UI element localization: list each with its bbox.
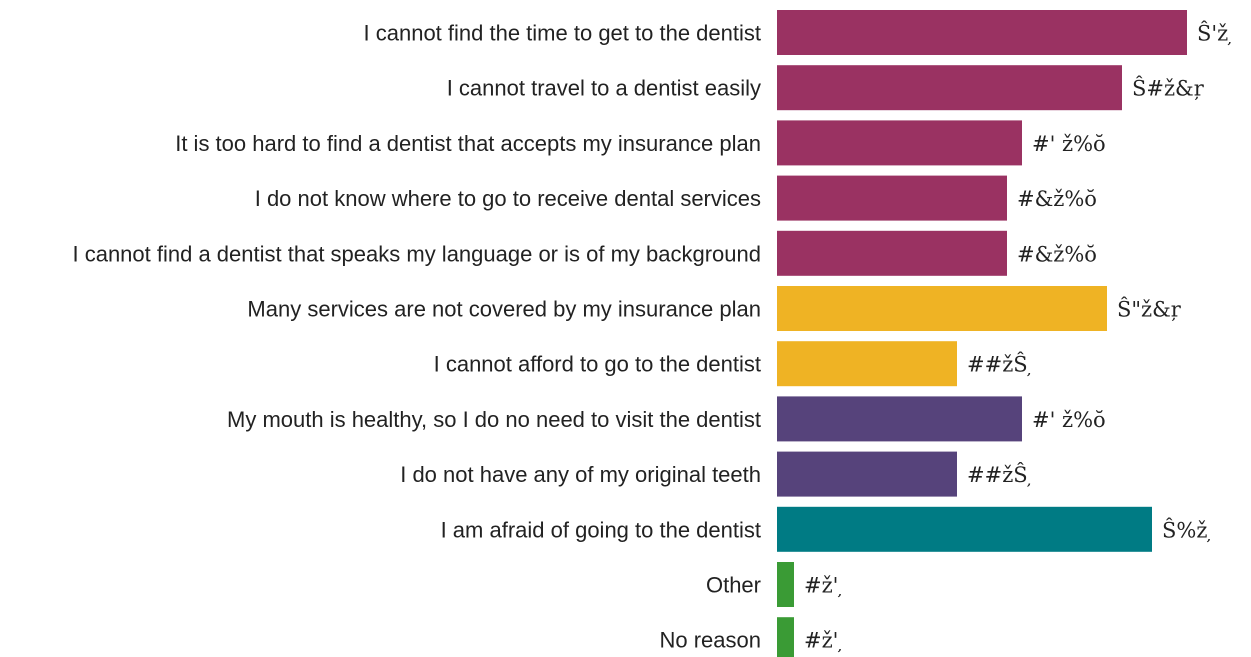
bar xyxy=(777,65,1122,111)
bar xyxy=(777,341,957,387)
value-label: #&ž%ŏ xyxy=(1017,242,1097,266)
category-label: I cannot travel to a dentist easily xyxy=(447,76,761,101)
value-label: Ŝ%ž ̦ xyxy=(1162,517,1214,543)
category-label: My mouth is healthy, so I do no need to … xyxy=(227,407,761,432)
category-label: It is too hard to find a dentist that ac… xyxy=(175,131,761,156)
value-label: ##žŜ ̦ xyxy=(967,462,1034,488)
category-label: No reason xyxy=(659,628,761,653)
bar xyxy=(777,230,1007,276)
value-labels-group: Ŝ'ž ̦ Ŝ#ž&ŗ #' ž%ŏ #&ž%ŏ #&ž%ŏ Ŝ"ž&ŗ ##žŜ ̦ #' … xyxy=(804,21,1235,654)
category-label: I do not know where to go to receive den… xyxy=(255,186,761,211)
bar xyxy=(777,506,1152,552)
value-label: Ŝ'ž ̦ xyxy=(1197,21,1235,47)
value-label: #ž' ̦ xyxy=(804,629,845,654)
bar xyxy=(777,451,957,497)
bar xyxy=(777,175,1007,221)
category-label: I cannot find the time to get to the den… xyxy=(364,21,761,46)
bar xyxy=(777,396,1022,442)
category-labels-group: I cannot find the time to get to the den… xyxy=(72,21,761,653)
value-label: #' ž%ŏ xyxy=(1032,132,1106,156)
category-label: I am afraid of going to the dentist xyxy=(441,517,761,542)
value-label: Ŝ#ž&ŗ xyxy=(1132,76,1205,101)
value-label: ##žŜ ̦ xyxy=(967,352,1034,378)
bar xyxy=(777,617,794,657)
category-label: I cannot afford to go to the dentist xyxy=(434,352,761,377)
bar xyxy=(777,10,1187,55)
value-label: #' ž%ŏ xyxy=(1032,408,1106,432)
bar xyxy=(777,120,1022,166)
value-label: Ŝ"ž&ŗ xyxy=(1117,297,1182,322)
category-label: Many services are not covered by my insu… xyxy=(247,297,761,322)
category-label: I do not have any of my original teeth xyxy=(400,462,761,487)
category-label: I cannot find a dentist that speaks my l… xyxy=(72,241,761,266)
category-label: Other xyxy=(706,573,761,598)
bar xyxy=(777,562,794,607)
bars-group xyxy=(777,10,1187,657)
value-label: #ž' ̦ xyxy=(804,574,845,599)
bar xyxy=(777,286,1107,331)
value-label: #&ž%ŏ xyxy=(1017,187,1097,211)
